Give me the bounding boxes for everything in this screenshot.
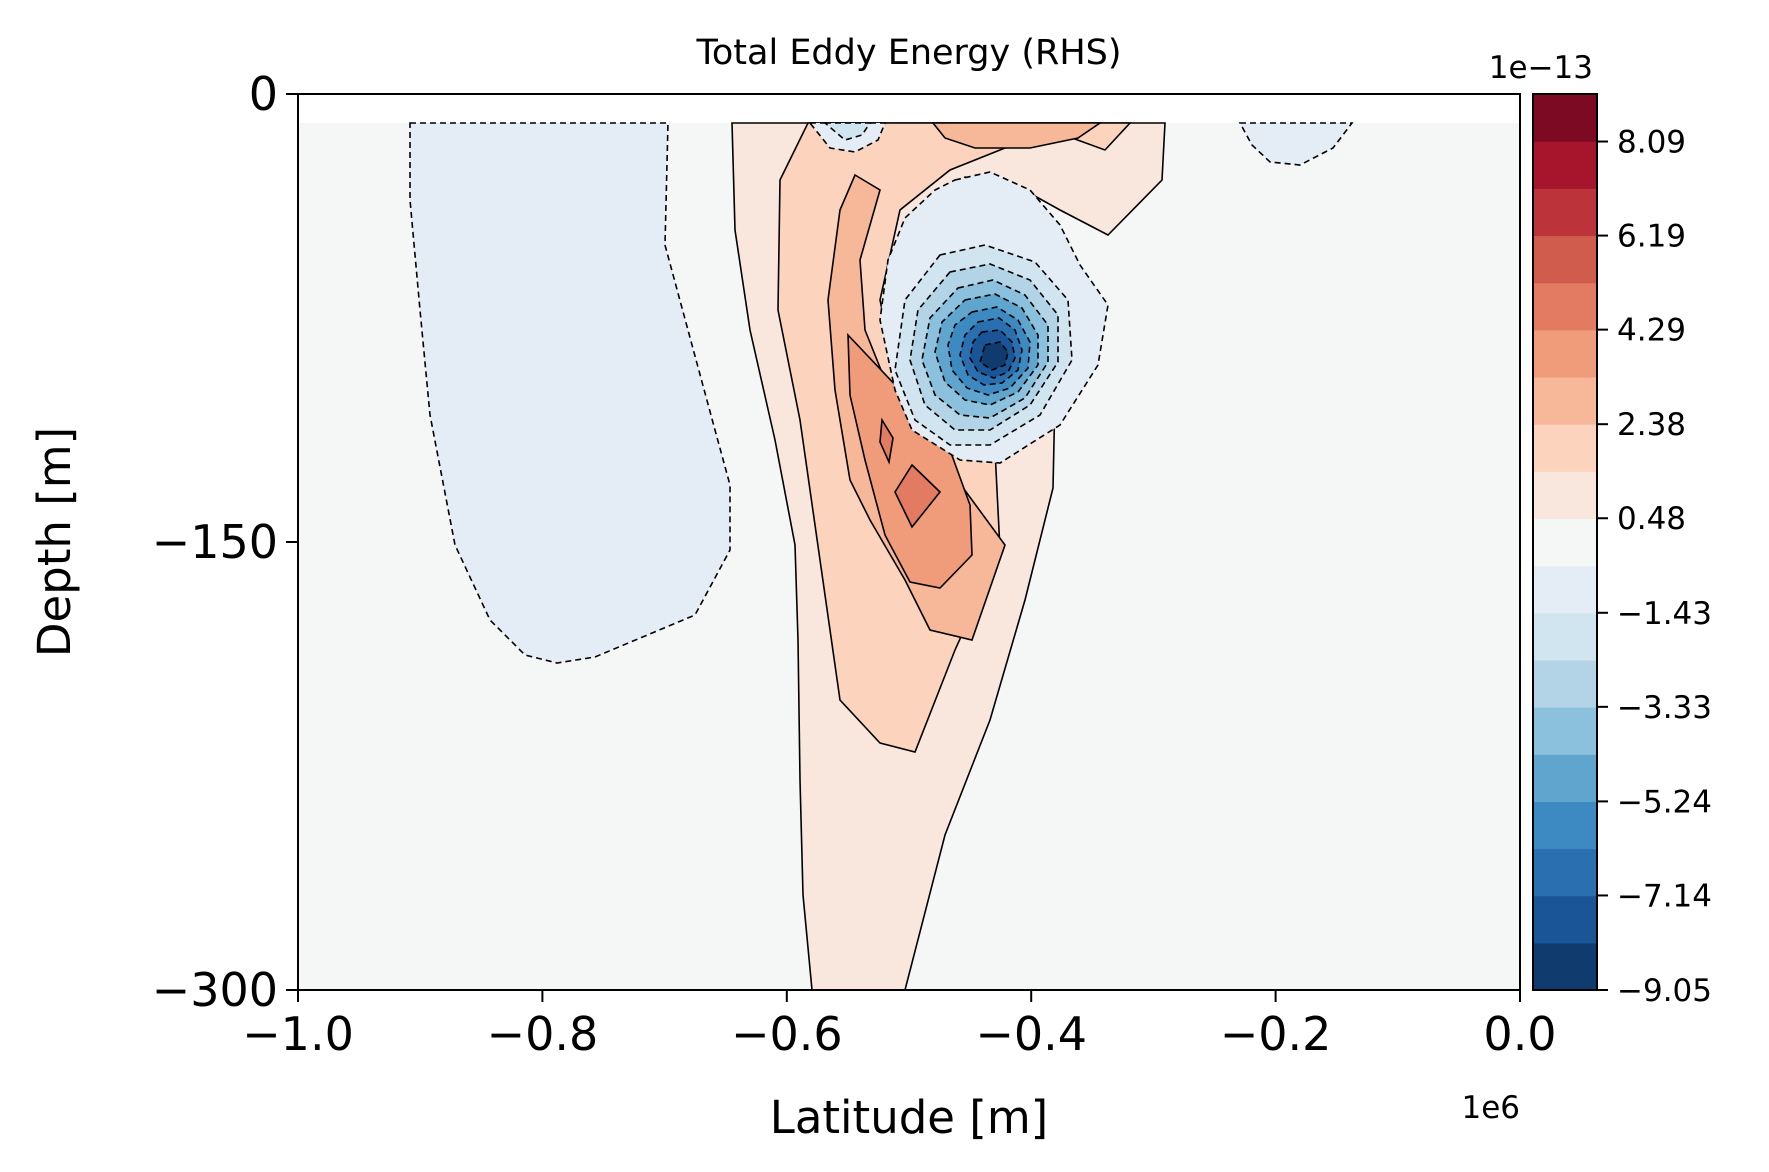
colorbar-segment	[1533, 707, 1597, 755]
surface-mask-strip	[298, 94, 1520, 123]
x-axis: −1.0 −0.8 −0.6 −0.4 −0.2 0.0	[242, 990, 1557, 1061]
top-right-negative-patch	[1238, 122, 1354, 166]
colorbar-tick-label: −9.05	[1617, 973, 1712, 1009]
colorbar-scale-label: 1e−13	[1489, 50, 1593, 86]
colorbar-frame	[1532, 93, 1598, 991]
colorbar-tick-label: 6.19	[1617, 219, 1686, 255]
surface-positive-patch	[931, 122, 1103, 149]
y-tick-label: −300	[152, 963, 278, 1017]
colorbar-segment	[1533, 612, 1597, 661]
colorbar-segment	[1533, 801, 1597, 850]
colorbar-tick-label: 8.09	[1617, 125, 1686, 161]
colorbar-tick-label: −1.43	[1617, 596, 1712, 632]
colorbar-segment	[1533, 895, 1597, 944]
x-tick-label: −0.2	[1220, 1007, 1332, 1061]
colorbar-segment	[1533, 518, 1597, 567]
negative-core-peak	[979, 341, 1009, 371]
colorbar-segment	[1533, 282, 1597, 331]
colorbar-tick-label: 0.48	[1617, 501, 1686, 537]
colorbar-segment	[1533, 565, 1597, 614]
x-tick-label: −0.4	[975, 1007, 1087, 1061]
colorbar-segment	[1533, 471, 1597, 520]
colorbar-segment	[1533, 141, 1597, 189]
y-tick-label: 0	[249, 67, 278, 121]
colorbar-segment	[1533, 424, 1597, 472]
surface-negative-lobe-inner	[822, 122, 872, 141]
colorbar-segment	[1533, 235, 1597, 284]
colorbar-segment	[1533, 188, 1597, 237]
colorbar-segment	[1533, 329, 1597, 378]
x-scale-label: 1e6	[1461, 1090, 1520, 1126]
y-tick-label: −150	[152, 515, 278, 569]
colorbar-segment	[1533, 754, 1597, 802]
x-axis-label: Latitude [m]	[770, 1091, 1048, 1144]
x-tick-label: 0.0	[1483, 1007, 1556, 1061]
x-tick-label: −1.0	[242, 1007, 354, 1061]
contour-fields	[298, 94, 1520, 990]
colorbar-segment	[1533, 659, 1597, 708]
colorbar-segment	[1533, 848, 1597, 897]
colorbar-tick-label: −3.33	[1617, 690, 1712, 726]
colorbar-tick-label: 2.38	[1617, 407, 1686, 443]
y-axis: 0 −150 −300	[152, 67, 298, 1017]
colorbar-segment	[1533, 942, 1597, 991]
colorbar: 8.09 6.19 4.29 2.38 0.48 −1.43 −3.33 −5.24 −7.14…	[1532, 93, 1712, 1009]
positive-peak-lower	[894, 463, 942, 529]
colorbar-tick-label: −7.14	[1617, 878, 1712, 914]
chart-title: Total Eddy Energy (RHS)	[695, 33, 1121, 73]
x-tick-label: −0.8	[487, 1007, 599, 1061]
colorbar-tick-label: 4.29	[1617, 313, 1686, 349]
left-negative-region	[409, 122, 731, 664]
colorbar-segment	[1533, 376, 1597, 425]
positive-peak-upper	[879, 417, 894, 465]
y-axis-label: Depth [m]	[28, 427, 81, 657]
x-tick-label: −0.6	[731, 1007, 843, 1061]
colorbar-tick-label: −5.24	[1617, 784, 1712, 820]
colorbar-segment	[1533, 94, 1597, 142]
